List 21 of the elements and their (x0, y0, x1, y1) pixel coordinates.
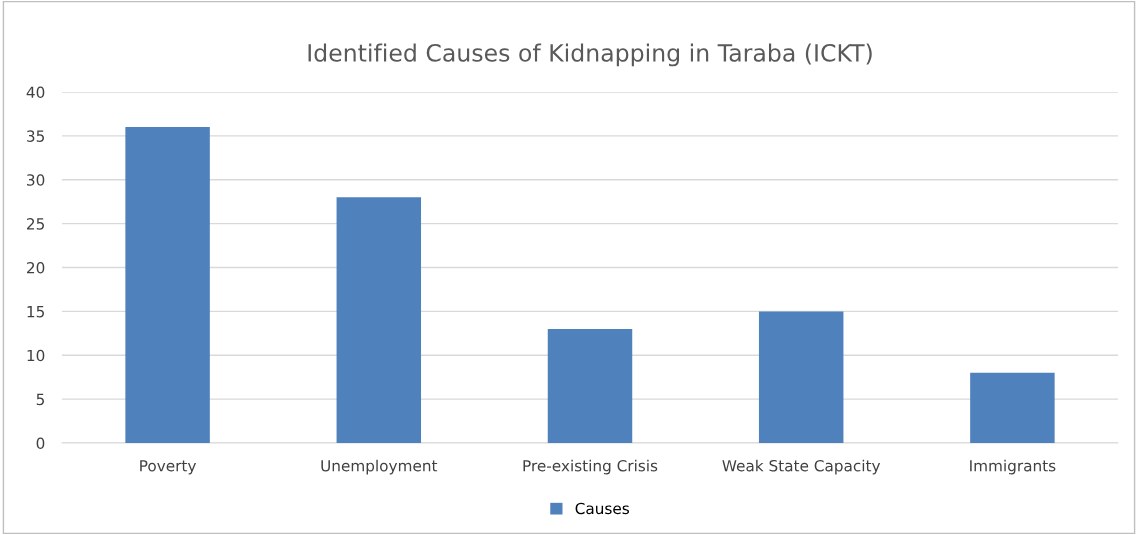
bar (125, 127, 210, 443)
y-tick-label: 5 (36, 393, 44, 406)
y-tick-label: 20 (27, 261, 45, 274)
y-tick-label: 35 (27, 130, 44, 142)
legend-label: Causes (575, 502, 629, 515)
bar (758, 311, 844, 443)
x-tick-label: Pre-existing Crisis (523, 459, 658, 475)
x-tick-label: Immigrants (970, 459, 1056, 475)
y-tick-label: 15 (27, 306, 44, 318)
x-tick-label: Weak State Capacity (722, 459, 881, 475)
bar (547, 328, 633, 443)
chart-title: Identified Causes of Kidnapping in Taraba (ICKT) (308, 43, 872, 67)
y-tick-label: 0 (36, 437, 45, 450)
y-tick-label: 40 (26, 86, 45, 99)
bar (336, 197, 422, 443)
x-tick-label: Unemployment (321, 459, 438, 475)
y-tick-label: 30 (27, 174, 45, 186)
x-tick-label: Poverty (140, 460, 197, 475)
y-tick-label: 10 (27, 349, 45, 362)
y-tick-label: 25 (27, 218, 44, 230)
bar (970, 372, 1055, 443)
